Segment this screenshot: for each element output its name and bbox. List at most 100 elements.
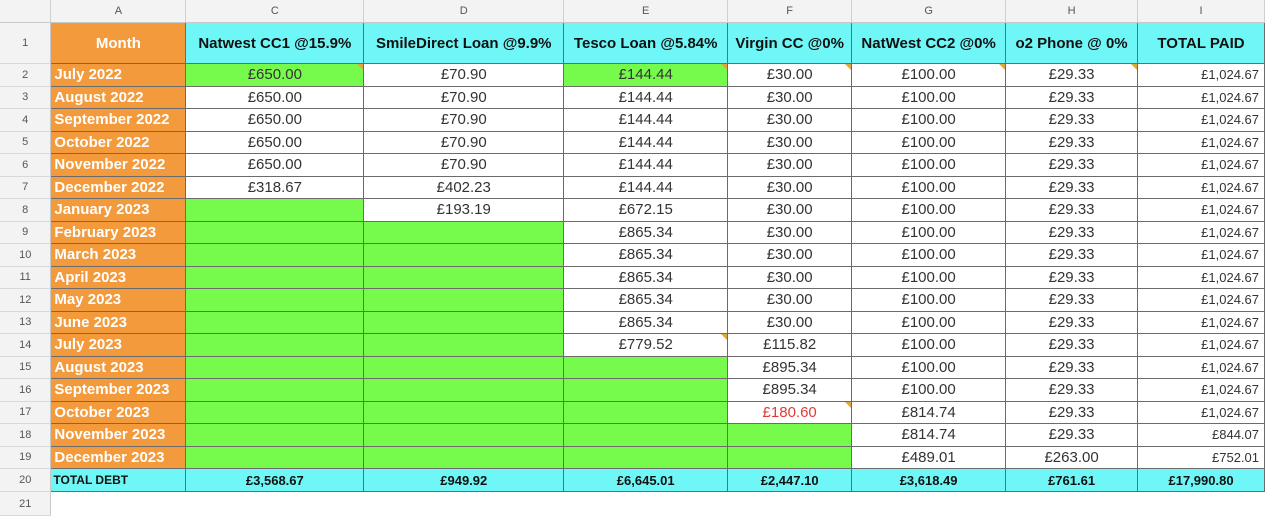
- row-number[interactable]: 7: [0, 176, 52, 199]
- virgin-cell[interactable]: £30.00: [727, 63, 853, 87]
- column-letter-e[interactable]: E: [563, 0, 729, 23]
- natwest-cc2-cell[interactable]: £100.00: [851, 153, 1007, 177]
- total-paid-cell[interactable]: £1,024.67: [1137, 198, 1265, 222]
- total-debt-label[interactable]: TOTAL DEBT: [50, 468, 187, 492]
- tesco-cell[interactable]: [563, 423, 729, 447]
- row-number[interactable]: 1: [0, 22, 52, 64]
- total-paid-cell[interactable]: £1,024.67: [1137, 265, 1265, 289]
- total-paid-cell[interactable]: £1,024.67: [1137, 108, 1265, 132]
- month-cell[interactable]: October 2023: [50, 400, 187, 424]
- month-cell[interactable]: February 2023: [50, 220, 187, 244]
- tesco-cell[interactable]: £865.34: [563, 220, 729, 244]
- natwest-cc1-cell[interactable]: [185, 378, 365, 402]
- smiledirect-cell[interactable]: [363, 445, 565, 469]
- total-paid-cell[interactable]: £1,024.67: [1137, 310, 1265, 334]
- total-paid-cell[interactable]: £1,024.67: [1137, 243, 1265, 267]
- total-debt-cell[interactable]: £6,645.01: [563, 468, 729, 492]
- total-paid-cell[interactable]: £1,024.67: [1137, 130, 1265, 154]
- smiledirect-cell[interactable]: [363, 310, 565, 334]
- month-header-cell[interactable]: Month: [50, 22, 187, 64]
- total-paid-cell[interactable]: £1,024.67: [1137, 175, 1265, 199]
- total-paid-cell[interactable]: £1,024.67: [1137, 85, 1265, 109]
- tesco-cell[interactable]: [563, 355, 729, 379]
- month-cell[interactable]: November 2023: [50, 423, 187, 447]
- month-cell[interactable]: January 2023: [50, 198, 187, 222]
- month-cell[interactable]: June 2023: [50, 310, 187, 334]
- natwest-cc1-cell[interactable]: £650.00: [185, 108, 365, 132]
- virgin-cell[interactable]: £30.00: [727, 130, 853, 154]
- smiledirect-cell[interactable]: [363, 333, 565, 357]
- o2-cell[interactable]: £29.33: [1005, 378, 1139, 402]
- row-number[interactable]: 13: [0, 311, 52, 334]
- tesco-cell[interactable]: £865.34: [563, 243, 729, 267]
- smiledirect-cell[interactable]: £193.19: [363, 198, 565, 222]
- total-paid-cell[interactable]: £844.07: [1137, 423, 1265, 447]
- tesco-cell[interactable]: [563, 378, 729, 402]
- natwest-cc2-cell[interactable]: £100.00: [851, 175, 1007, 199]
- o2-cell[interactable]: £29.33: [1005, 175, 1139, 199]
- total-paid-cell[interactable]: £1,024.67: [1137, 333, 1265, 357]
- natwest-cc2-header-cell[interactable]: NatWest CC2 @0%: [851, 22, 1007, 64]
- tesco-cell[interactable]: [563, 445, 729, 469]
- tesco-cell[interactable]: £144.44: [563, 85, 729, 109]
- natwest-cc1-cell[interactable]: [185, 243, 365, 267]
- natwest-cc1-header-cell[interactable]: Natwest CC1 @15.9%: [185, 22, 365, 64]
- o2-cell[interactable]: £29.33: [1005, 400, 1139, 424]
- tesco-cell[interactable]: £865.34: [563, 265, 729, 289]
- row-number[interactable]: 10: [0, 243, 52, 267]
- smiledirect-cell[interactable]: £70.90: [363, 63, 565, 87]
- natwest-cc2-cell[interactable]: £814.74: [851, 423, 1007, 447]
- o2-cell[interactable]: £29.33: [1005, 265, 1139, 289]
- natwest-cc2-cell[interactable]: £100.00: [851, 288, 1007, 312]
- natwest-cc1-cell[interactable]: [185, 288, 365, 312]
- natwest-cc2-cell[interactable]: £100.00: [851, 198, 1007, 222]
- o2-cell[interactable]: £29.33: [1005, 355, 1139, 379]
- row-number[interactable]: 6: [0, 153, 52, 177]
- virgin-header-cell[interactable]: Virgin CC @0%: [727, 22, 853, 64]
- row-number[interactable]: 18: [0, 423, 52, 447]
- tesco-cell[interactable]: £865.34: [563, 310, 729, 334]
- o2-cell[interactable]: £29.33: [1005, 85, 1139, 109]
- smiledirect-cell[interactable]: [363, 265, 565, 289]
- o2-cell[interactable]: £29.33: [1005, 333, 1139, 357]
- tesco-cell[interactable]: [563, 400, 729, 424]
- month-cell[interactable]: December 2023: [50, 445, 187, 469]
- o2-cell[interactable]: £29.33: [1005, 198, 1139, 222]
- o2-cell[interactable]: £29.33: [1005, 153, 1139, 177]
- month-cell[interactable]: March 2023: [50, 243, 187, 267]
- smiledirect-cell[interactable]: £70.90: [363, 153, 565, 177]
- row-number[interactable]: 4: [0, 108, 52, 132]
- column-letter-a[interactable]: A: [50, 0, 187, 23]
- natwest-cc2-cell[interactable]: £100.00: [851, 130, 1007, 154]
- column-letter-h[interactable]: H: [1005, 0, 1139, 23]
- o2-cell[interactable]: £29.33: [1005, 130, 1139, 154]
- select-all-corner[interactable]: [0, 0, 52, 23]
- natwest-cc1-cell[interactable]: [185, 355, 365, 379]
- tesco-cell[interactable]: £144.44: [563, 63, 729, 87]
- smiledirect-cell[interactable]: [363, 243, 565, 267]
- o2-cell[interactable]: £29.33: [1005, 310, 1139, 334]
- virgin-cell[interactable]: £30.00: [727, 220, 853, 244]
- natwest-cc1-cell[interactable]: [185, 265, 365, 289]
- total-paid-cell[interactable]: £1,024.67: [1137, 400, 1265, 424]
- natwest-cc1-cell[interactable]: £650.00: [185, 153, 365, 177]
- natwest-cc2-cell[interactable]: £100.00: [851, 63, 1007, 87]
- column-letter-c[interactable]: C: [185, 0, 365, 23]
- tesco-cell[interactable]: £144.44: [563, 108, 729, 132]
- natwest-cc1-cell[interactable]: [185, 198, 365, 222]
- natwest-cc2-cell[interactable]: £100.00: [851, 310, 1007, 334]
- total-paid-header-cell[interactable]: TOTAL PAID: [1137, 22, 1265, 64]
- total-paid-cell[interactable]: £1,024.67: [1137, 288, 1265, 312]
- virgin-cell[interactable]: £30.00: [727, 243, 853, 267]
- virgin-cell[interactable]: £30.00: [727, 198, 853, 222]
- smiledirect-cell[interactable]: £70.90: [363, 85, 565, 109]
- smiledirect-cell[interactable]: [363, 355, 565, 379]
- virgin-cell[interactable]: £895.34: [727, 378, 853, 402]
- total-paid-cell[interactable]: £752.01: [1137, 445, 1265, 469]
- smiledirect-cell[interactable]: [363, 288, 565, 312]
- o2-header-cell[interactable]: o2 Phone @ 0%: [1005, 22, 1139, 64]
- natwest-cc2-cell[interactable]: £100.00: [851, 333, 1007, 357]
- total-debt-cell[interactable]: £949.92: [363, 468, 565, 492]
- o2-cell[interactable]: £29.33: [1005, 108, 1139, 132]
